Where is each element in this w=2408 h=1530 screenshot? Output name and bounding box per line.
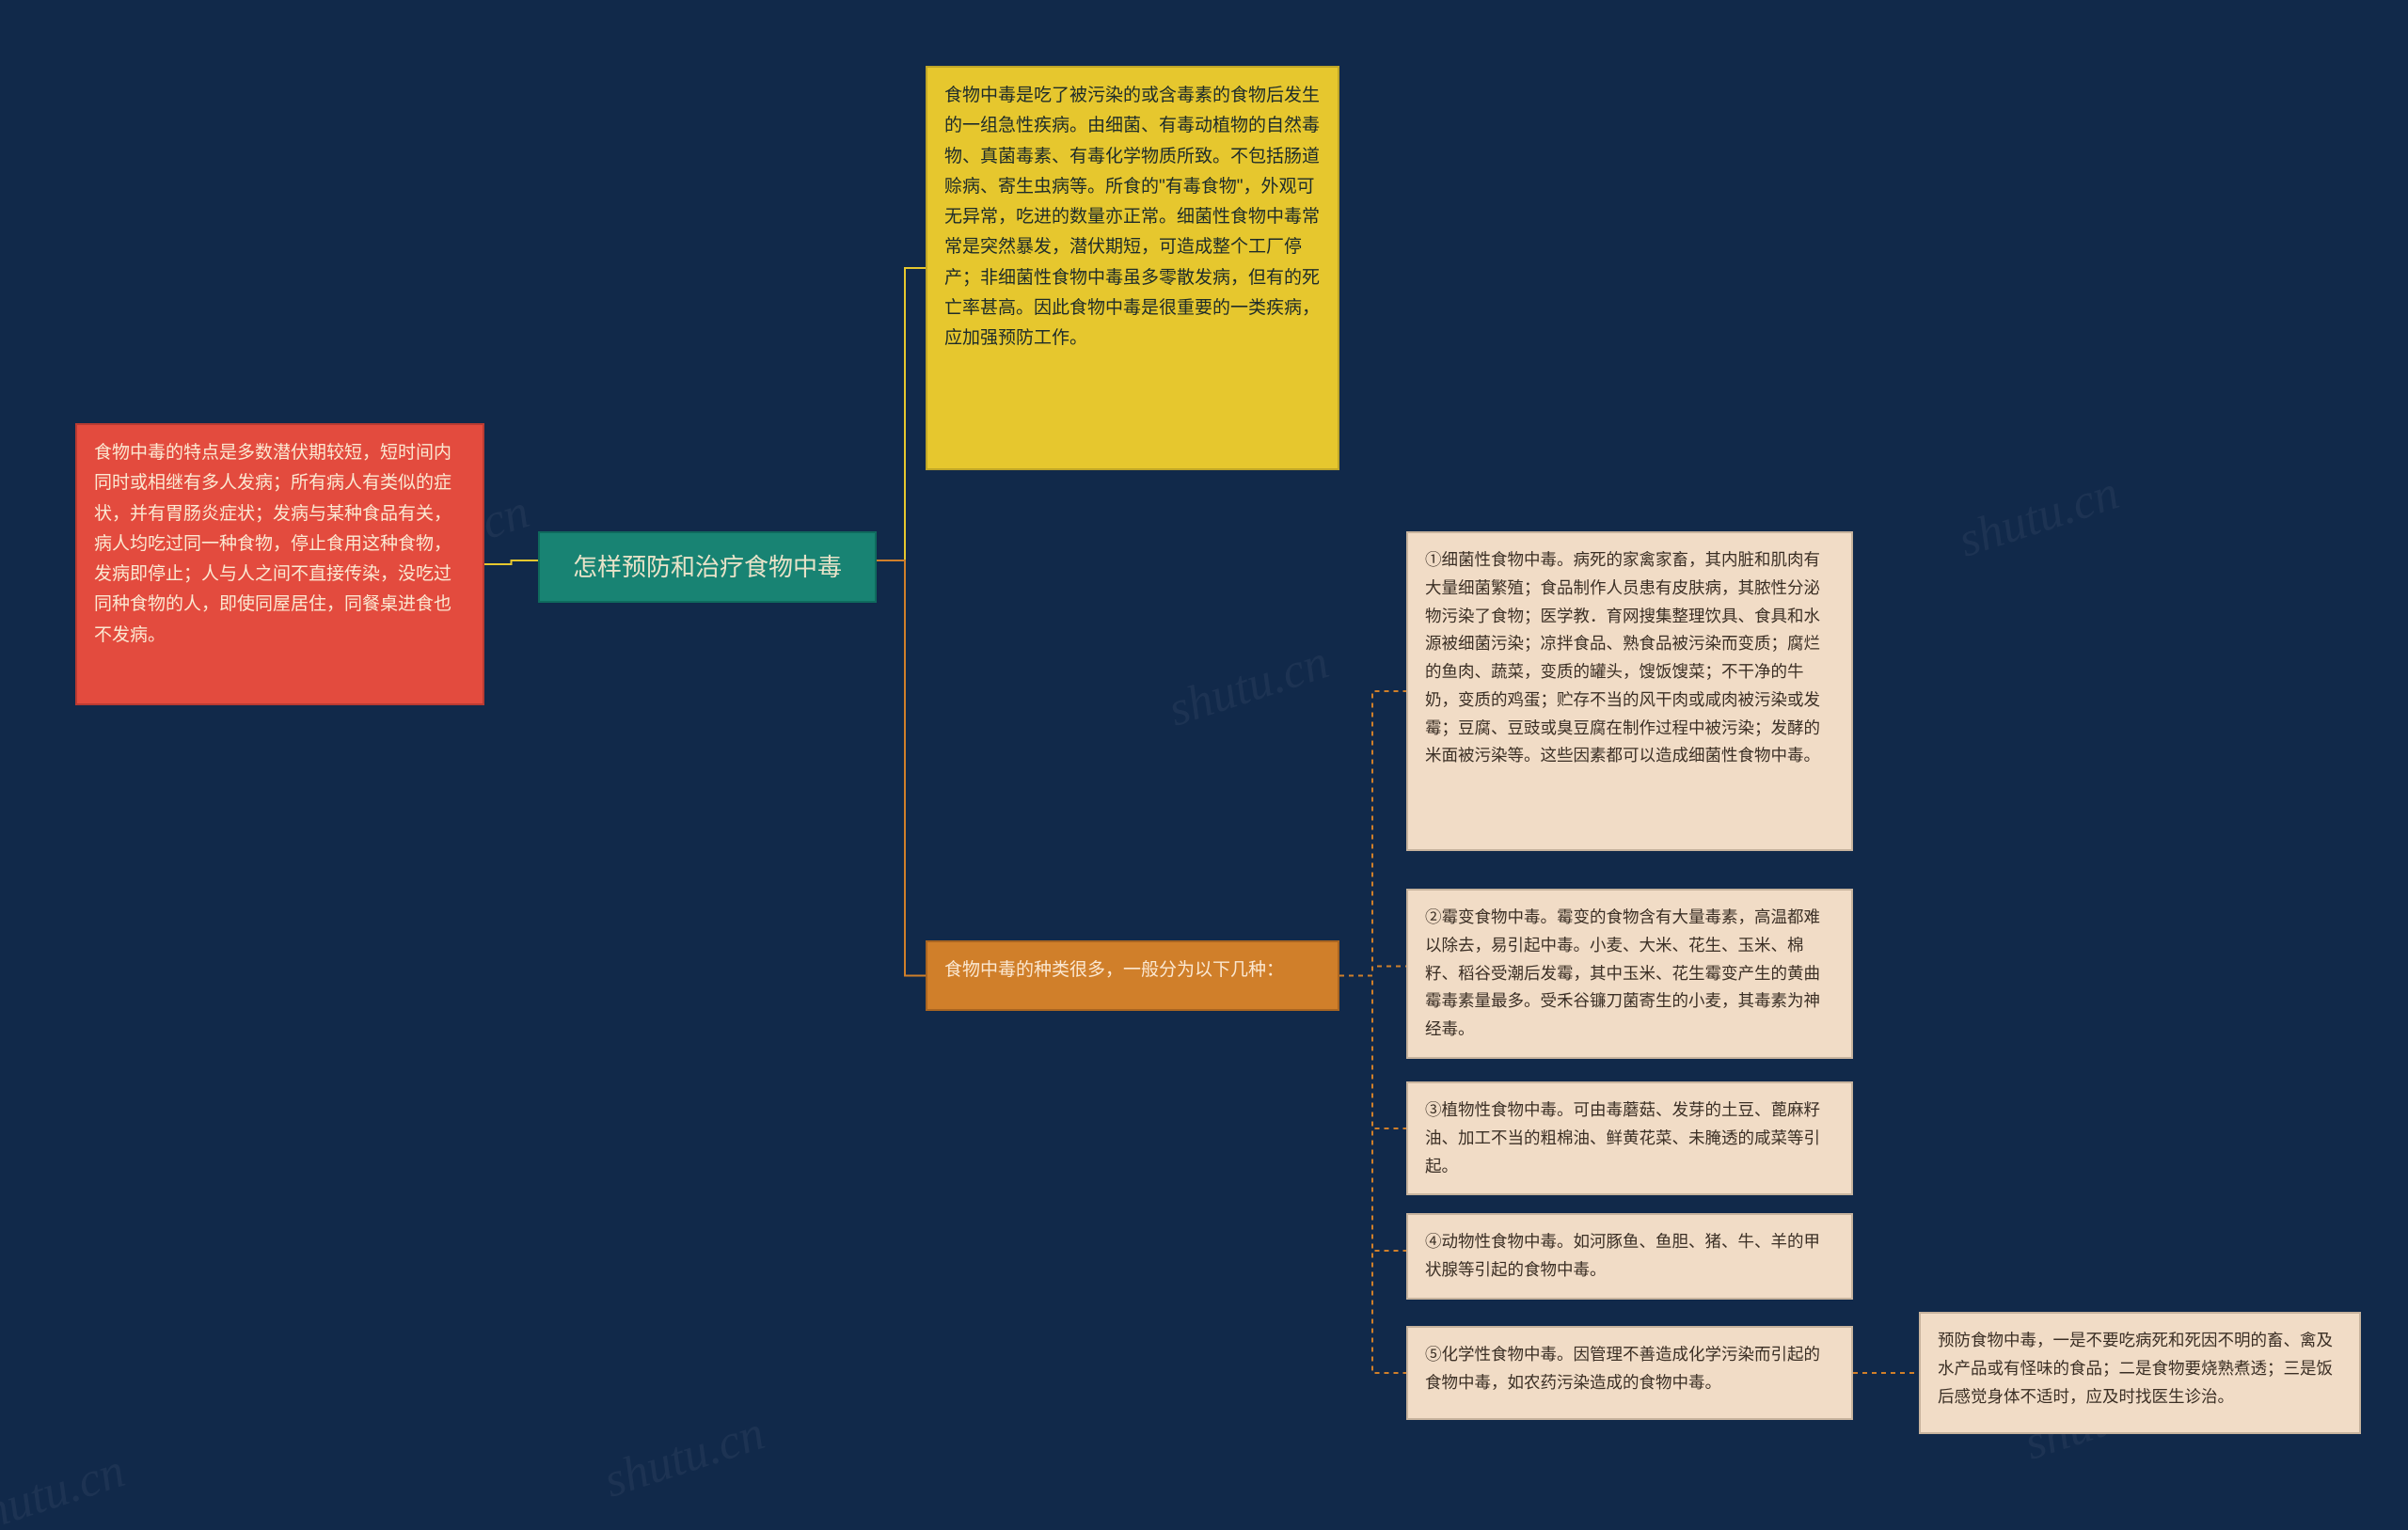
characteristics-node: 食物中毒的特点是多数潜伏期较短，短时间内同时或相继有多人发病；所有病人有类似的症… [75,423,484,705]
type-chemical-node: ⑤化学性食物中毒。因管理不善造成化学污染而引起的食物中毒，如农药污染造成的食物中… [1406,1326,1853,1420]
center-topic-node: 怎样预防和治疗食物中毒 [538,531,877,603]
type-plant-node: ③植物性食物中毒。可由毒蘑菇、发芽的土豆、蓖麻籽油、加工不当的粗棉油、鲜黄花菜、… [1406,1081,1853,1195]
type-mold-node: ②霉变食物中毒。霉变的食物含有大量毒素，高温都难以除去，易引起中毒。小麦、大米、… [1406,889,1853,1059]
definition-node: 食物中毒是吃了被污染的或含毒素的食物后发生的一组急性疾病。由细菌、有毒动植物的自… [926,66,1339,470]
types-heading-node: 食物中毒的种类很多，一般分为以下几种： [926,940,1339,1011]
watermark: shutu.cn [1162,634,1335,737]
watermark: shutu.cn [1952,465,2125,568]
watermark: shutu.cn [597,1405,770,1508]
prevention-node: 预防食物中毒，一是不要吃病死和死因不明的畜、禽及水产品或有怪味的食品；二是食物要… [1919,1312,2361,1434]
type-bacterial-node: ①细菌性食物中毒。病死的家禽家畜，其内脏和肌肉有大量细菌繁殖；食品制作人员患有皮… [1406,531,1853,851]
type-animal-node: ④动物性食物中毒。如河豚鱼、鱼胆、猪、牛、羊的甲状腺等引起的食物中毒。 [1406,1213,1853,1300]
watermark: shutu.cn [0,1443,132,1530]
